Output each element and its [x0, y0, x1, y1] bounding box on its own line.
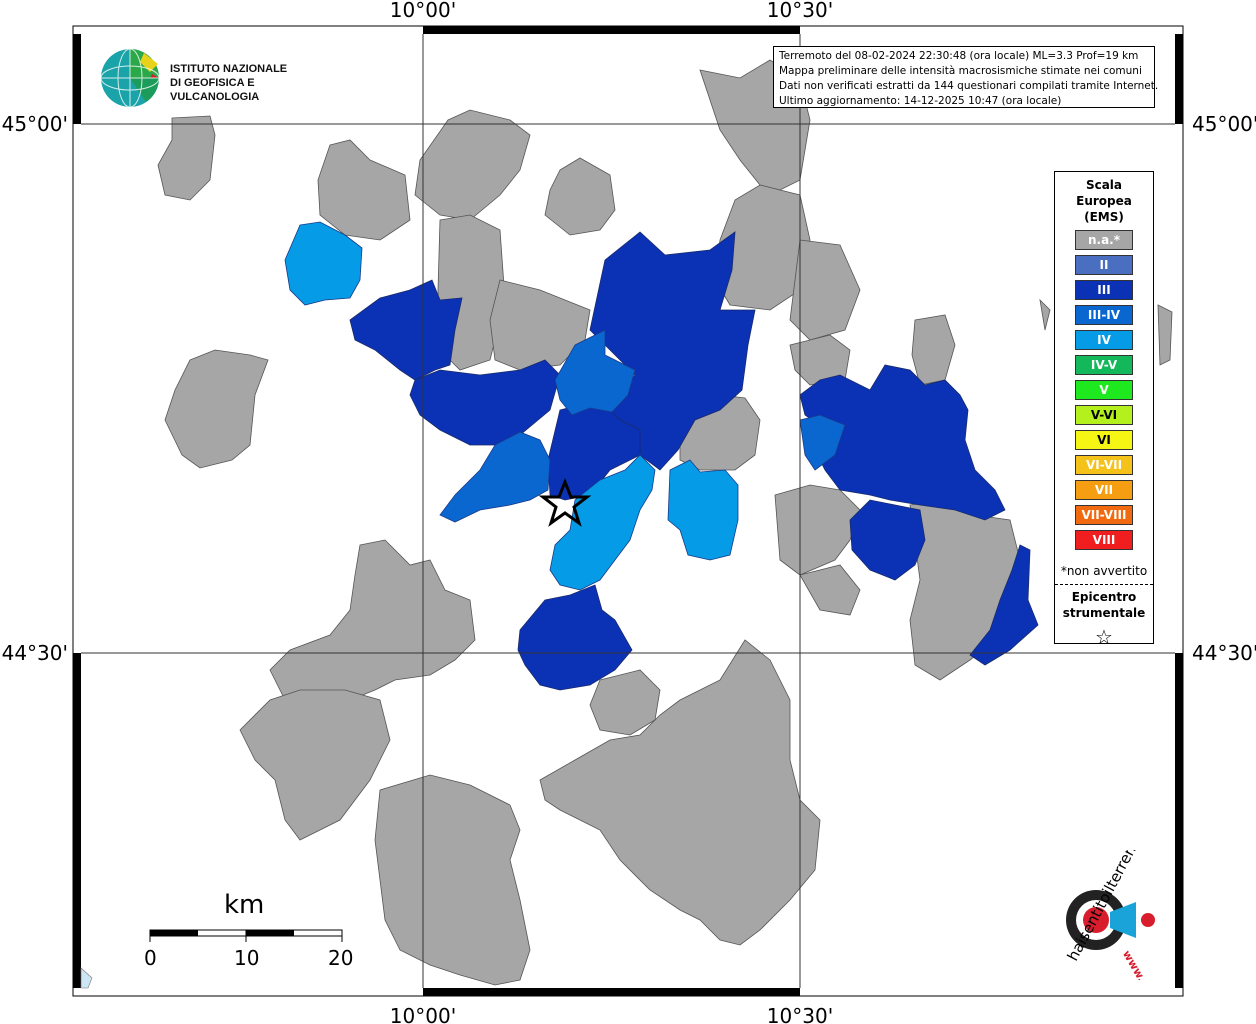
legend-item-11: VII-VIII — [1075, 505, 1133, 525]
haisentitoilterremoto-logo: haisentitoilterremoto.it www. — [1064, 850, 1161, 980]
legend-title-line3: (EMS) — [1084, 210, 1124, 224]
frame-bars — [73, 26, 1183, 996]
lon-label-top-2: 10°30' — [767, 0, 833, 22]
legend-item-5: IV-V — [1075, 355, 1133, 375]
event-info-line1: Terremoto del 08-02-2024 22:30:48 (ora l… — [779, 50, 1139, 62]
legend-item-2: III — [1075, 280, 1133, 300]
legend-title-line2: Europea — [1076, 194, 1132, 208]
scale-unit: km — [224, 890, 265, 920]
legend-epicenter-label: Epicentro strumentale — [1055, 589, 1153, 621]
legend-note: *non avvertito — [1060, 564, 1148, 578]
lon-label-top-1: 10°00' — [390, 0, 456, 22]
legend-item-12: VIII — [1075, 530, 1133, 550]
legend-title: Scala Europea (EMS) — [1055, 177, 1153, 225]
scale-tick-10: 10 — [234, 946, 260, 970]
org-name-line1: ISTITUTO NAZIONALE — [170, 63, 288, 75]
legend-separator — [1055, 584, 1153, 585]
ingv-logo: ISTITUTO NAZIONALE DI GEOFISICA E VULCAN… — [100, 46, 310, 110]
lat-label-right-2: 44°30' — [1192, 641, 1256, 665]
org-name-line2: DI GEOFISICA E VULCANOLOGIA — [170, 77, 260, 103]
lon-label-bottom-1: 10°00' — [390, 1004, 456, 1024]
event-info-line3: Dati non verificati estratti da 144 ques… — [779, 80, 1159, 92]
event-info-box: Terremoto del 08-02-2024 22:30:48 (ora l… — [773, 46, 1159, 108]
lon-label-bottom-2: 10°30' — [767, 1004, 833, 1024]
legend-item-4: IV — [1075, 330, 1133, 350]
site-logo-url: www. — [1120, 948, 1148, 980]
legend-item-7: V-VI — [1075, 405, 1133, 425]
scale-bar: km 0 10 20 — [140, 888, 360, 978]
event-info-line2: Mappa preliminare delle intensità macros… — [779, 65, 1142, 77]
scale-bar-graphic — [149, 929, 343, 942]
legend-epicenter-line1: Epicentro — [1071, 590, 1137, 604]
lat-label-right-1: 45°00' — [1192, 112, 1256, 136]
ingv-globe-icon — [100, 48, 160, 108]
lake — [80, 967, 93, 989]
legend-item-9: VI-VII — [1075, 455, 1133, 475]
municipalities-iv — [284, 221, 739, 591]
legend-item-0: n.a.* — [1075, 230, 1133, 250]
scale-tick-20: 20 — [328, 946, 354, 970]
lat-label-left-2: 44°30' — [2, 641, 68, 665]
municipalities-iii-iv — [439, 329, 846, 523]
legend-item-8: VI — [1075, 430, 1133, 450]
legend-item-10: VII — [1075, 480, 1133, 500]
legend-item-6: V — [1075, 380, 1133, 400]
legend-item-3: III-IV — [1075, 305, 1133, 325]
graticule — [81, 34, 1175, 988]
legend-item-1: II — [1075, 255, 1133, 275]
municipalities-iii — [349, 231, 1039, 691]
lat-label-left-1: 45°00' — [2, 112, 68, 136]
event-info-line4: Ultimo aggiornamento: 14-12-2025 10:47 (… — [779, 95, 1062, 107]
legend-items: n.a.* II III III-IV IV IV-V V V-VI VI VI-VII VII VI… — [1055, 230, 1153, 550]
legend-star-icon: ☆ — [1095, 625, 1113, 649]
ems-legend: Scala Europea (EMS) n.a.* II III III-IV IV IV… — [1054, 171, 1154, 649]
legend-epicenter-line2: strumentale — [1062, 606, 1146, 620]
epicenter-star-icon — [538, 477, 592, 527]
scale-tick-0: 0 — [144, 946, 157, 970]
municipalities-na — [157, 59, 1173, 986]
legend-title-line1: Scala — [1085, 178, 1123, 192]
